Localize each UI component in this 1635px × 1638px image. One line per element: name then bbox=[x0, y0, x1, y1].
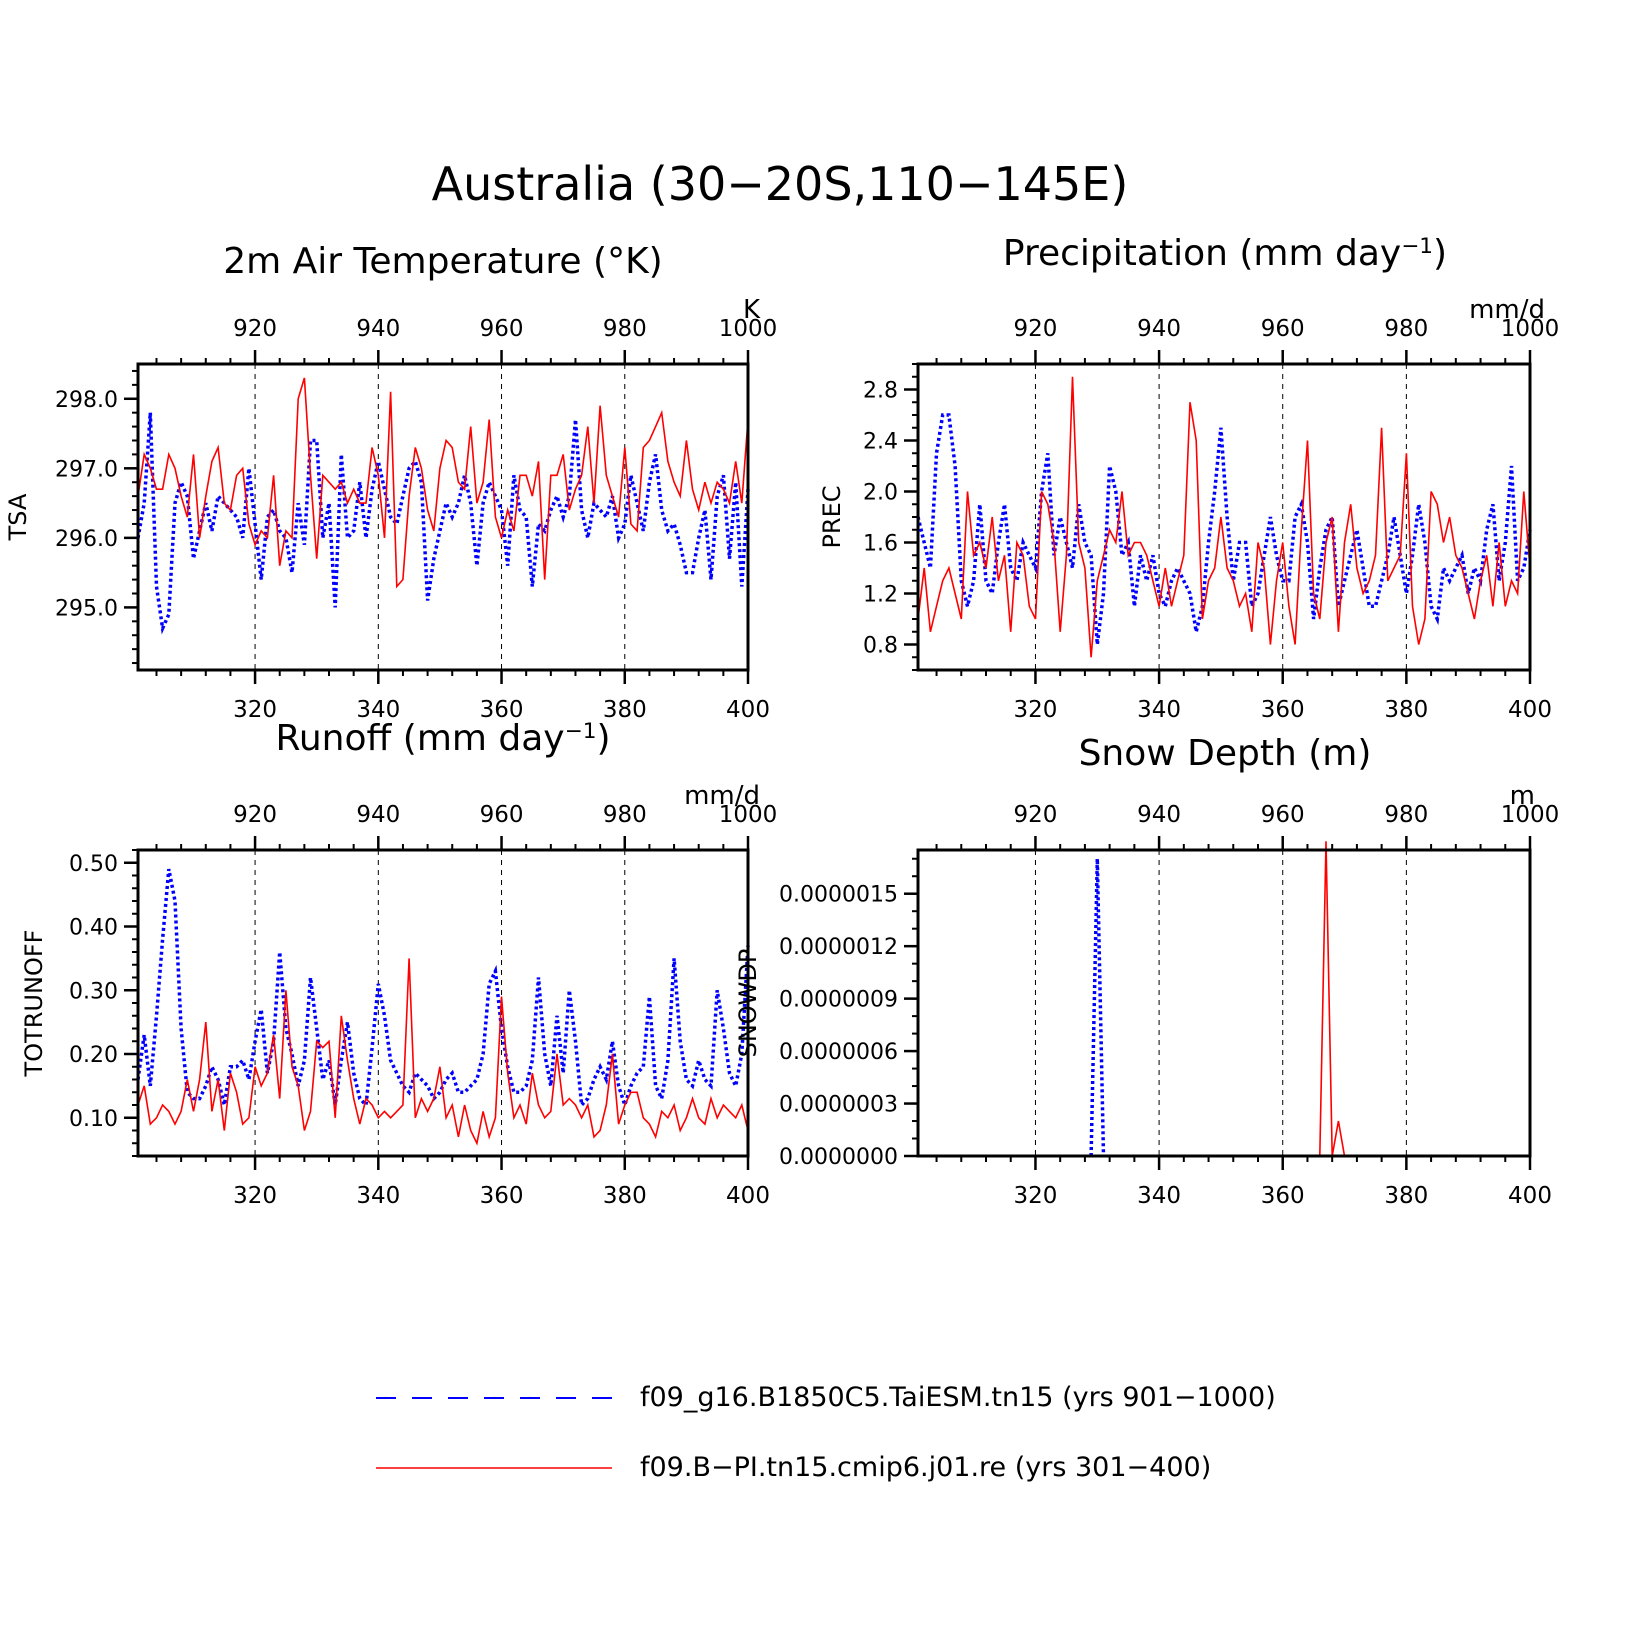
x-top-tick-label: 920 bbox=[1014, 802, 1058, 828]
y-tick-label: 1.6 bbox=[863, 532, 898, 557]
x-bottom-tick-label: 400 bbox=[726, 1183, 770, 1209]
y-tick-label: 0.30 bbox=[69, 979, 118, 1004]
series-line-taiesm bbox=[916, 413, 1532, 645]
chart-panel-4: Snow Depth (m) m SNOWDP 0.0000000 0.0000003 0… bbox=[734, 733, 1559, 1209]
legend-label-1: f09_g16.B1850C5.TaiESM.tn15 (yrs 901−100… bbox=[640, 1382, 1276, 1413]
x-top-tick-label: 1000 bbox=[719, 316, 778, 342]
panels: 2m Air Temperature (°K) K TSA 295.0 296.0 297… bbox=[4, 233, 1559, 1209]
x-top-tick-label: 980 bbox=[603, 802, 647, 828]
legend: f09_g16.B1850C5.TaiESM.tn15 (yrs 901−100… bbox=[376, 1382, 1276, 1483]
x-top-tick-label: 920 bbox=[1014, 316, 1058, 342]
x-bottom-tick-label: 400 bbox=[726, 697, 770, 723]
main-title: Australia (30−20S,110−145E) bbox=[432, 157, 1129, 211]
chart-panel-3: Runoff (mm day−1) mm/d TOTRUNOFF 0.10 0.20 0.… bbox=[20, 718, 777, 1209]
plot-frame bbox=[916, 848, 1532, 1158]
x-top-tick-label: 920 bbox=[233, 802, 277, 828]
units-label: mm/d bbox=[1469, 295, 1545, 325]
chart-panel-2: Precipitation (mm day−1) mm/d PREC 0.8 1.2 1.… bbox=[818, 233, 1559, 723]
y-tick-label: 1.2 bbox=[863, 583, 898, 608]
y-tick-label: 296.0 bbox=[55, 527, 118, 552]
x-bottom-tick-label: 340 bbox=[1137, 697, 1181, 723]
legend-label-2: f09.B−PI.tn15.cmip6.j01.re (yrs 301−400) bbox=[640, 1452, 1211, 1483]
y-tick-label: 2.4 bbox=[863, 430, 898, 455]
y-tick-label: 0.0000006 bbox=[779, 1040, 898, 1065]
y-tick-label: 0.0000000 bbox=[779, 1145, 898, 1170]
x-bottom-tick-label: 320 bbox=[233, 1183, 277, 1209]
x-bottom-tick-label: 400 bbox=[1508, 1183, 1552, 1209]
x-top-tick-label: 940 bbox=[356, 802, 400, 828]
units-label: K bbox=[743, 295, 761, 325]
panel-title: Runoff (mm day−1) bbox=[275, 718, 610, 759]
x-bottom-tick-label: 400 bbox=[1508, 697, 1552, 723]
y-tick-label: 0.40 bbox=[69, 916, 118, 941]
plot-frame bbox=[136, 362, 750, 672]
x-top-tick-label: 960 bbox=[1261, 316, 1305, 342]
y-axis-label: TSA bbox=[4, 493, 32, 541]
x-bottom-tick-label: 360 bbox=[1261, 697, 1305, 723]
x-top-tick-label: 920 bbox=[233, 316, 277, 342]
panel-title: 2m Air Temperature (°K) bbox=[223, 241, 662, 282]
panel-title: Snow Depth (m) bbox=[1079, 733, 1372, 774]
series-line-cmip6 bbox=[137, 958, 749, 1146]
x-bottom-tick-label: 360 bbox=[480, 1183, 524, 1209]
y-axis-label: PREC bbox=[818, 485, 846, 548]
y-tick-label: 0.0000012 bbox=[779, 935, 898, 960]
y-tick-label: 0.0000009 bbox=[779, 988, 898, 1013]
x-top-tick-label: 940 bbox=[1137, 802, 1181, 828]
x-bottom-tick-label: 320 bbox=[233, 697, 277, 723]
y-tick-label: 0.50 bbox=[69, 852, 118, 877]
y-tick-label: 0.10 bbox=[69, 1107, 118, 1132]
x-bottom-tick-label: 380 bbox=[1384, 1183, 1428, 1209]
x-bottom-tick-label: 340 bbox=[356, 697, 400, 723]
x-bottom-tick-label: 320 bbox=[1014, 697, 1058, 723]
y-tick-label: 0.20 bbox=[69, 1043, 118, 1068]
y-tick-label: 2.8 bbox=[863, 379, 898, 404]
x-top-tick-label: 960 bbox=[1261, 802, 1305, 828]
y-tick-label: 2.0 bbox=[863, 481, 898, 506]
x-bottom-tick-label: 340 bbox=[356, 1183, 400, 1209]
x-top-tick-label: 1000 bbox=[719, 802, 778, 828]
y-axis-label: TOTRUNOFF bbox=[20, 930, 48, 1078]
x-bottom-tick-label: 380 bbox=[603, 1183, 647, 1209]
y-tick-label: 0.0000015 bbox=[779, 883, 898, 908]
y-tick-label: 298.0 bbox=[55, 388, 118, 413]
x-bottom-tick-label: 360 bbox=[480, 697, 524, 723]
x-top-tick-label: 980 bbox=[603, 316, 647, 342]
y-tick-label: 297.0 bbox=[55, 457, 118, 482]
y-tick-label: 0.8 bbox=[863, 634, 898, 659]
y-axis-label: SNOWDP bbox=[734, 949, 762, 1058]
x-bottom-tick-label: 320 bbox=[1014, 1183, 1058, 1209]
series-line-cmip6 bbox=[137, 377, 749, 589]
x-bottom-tick-label: 380 bbox=[1384, 697, 1428, 723]
y-tick-label: 295.0 bbox=[55, 596, 118, 621]
x-top-tick-label: 1000 bbox=[1501, 316, 1560, 342]
units-label: mm/d bbox=[684, 781, 760, 811]
x-bottom-tick-label: 380 bbox=[603, 697, 647, 723]
x-top-tick-label: 980 bbox=[1384, 802, 1428, 828]
x-top-tick-label: 980 bbox=[1384, 316, 1428, 342]
x-top-tick-label: 940 bbox=[1137, 316, 1181, 342]
x-top-tick-label: 1000 bbox=[1501, 802, 1560, 828]
x-top-tick-label: 960 bbox=[480, 802, 524, 828]
y-tick-label: 0.0000003 bbox=[779, 1093, 898, 1118]
x-bottom-tick-label: 340 bbox=[1137, 1183, 1181, 1209]
chart-panel-1: 2m Air Temperature (°K) K TSA 295.0 296.0 297… bbox=[4, 241, 777, 723]
panel-title: Precipitation (mm day−1) bbox=[1003, 233, 1447, 274]
x-top-tick-label: 940 bbox=[356, 316, 400, 342]
units-label: m bbox=[1510, 781, 1535, 811]
series-line-cmip6 bbox=[917, 376, 1531, 658]
x-bottom-tick-label: 360 bbox=[1261, 1183, 1305, 1209]
x-top-tick-label: 960 bbox=[480, 316, 524, 342]
series-line-taiesm bbox=[136, 412, 750, 635]
